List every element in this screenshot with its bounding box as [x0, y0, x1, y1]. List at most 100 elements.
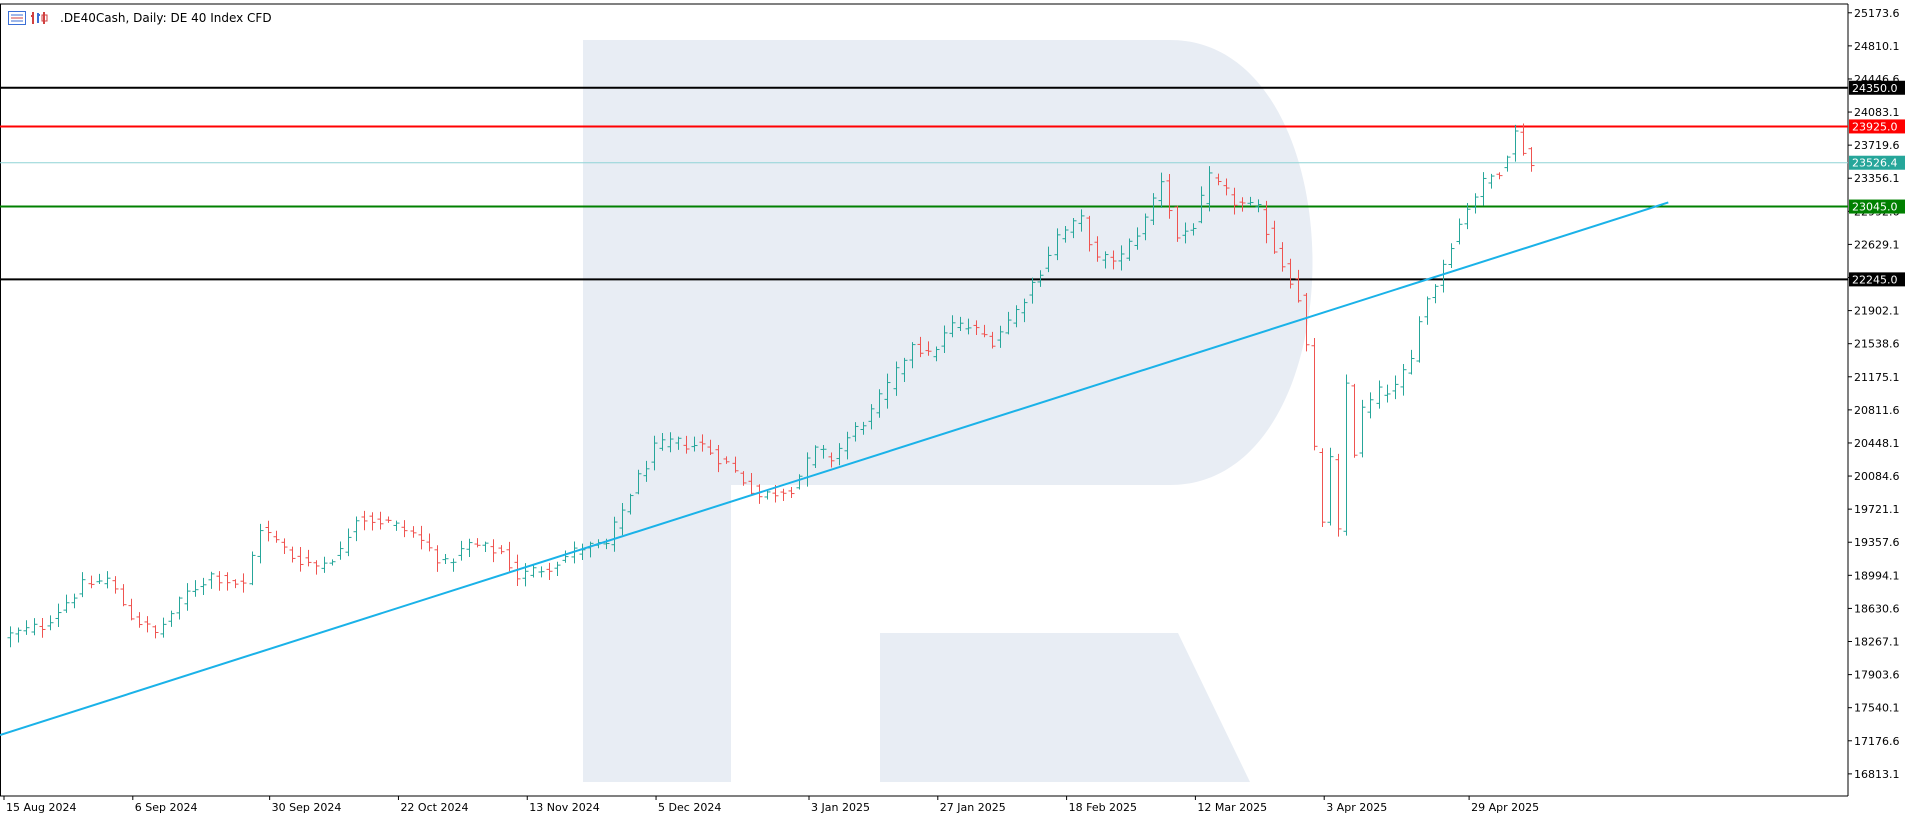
ohlc-bar: [715, 444, 722, 473]
ohlc-bar: [1166, 173, 1173, 219]
ohlc-bar: [1255, 199, 1262, 213]
x-axis: 15 Aug 2024 6 Sep 2024 30 Sep 2024 22 Oct 2…: [3, 796, 1539, 814]
trendline[interactable]: [0, 201, 1669, 736]
ohlc-bar: [96, 573, 103, 584]
ohlc-bar: [635, 469, 642, 495]
ohlc-bar: [1520, 123, 1527, 156]
ohlc-bar: [281, 538, 288, 555]
svg-text:23925.0: 23925.0: [1852, 120, 1898, 133]
y-tick-label: 18267.1: [1854, 636, 1900, 649]
ohlc-bar: [836, 443, 843, 466]
ohlc-bar: [71, 593, 78, 609]
ohlc-bar: [1037, 270, 1044, 287]
ohlc-bar: [506, 541, 513, 572]
ohlc-bar: [989, 331, 996, 349]
ohlc-bar: [208, 571, 215, 589]
ohlc-bar: [756, 484, 763, 504]
ohlc-bar: [1021, 298, 1028, 323]
ohlc-bar: [1271, 220, 1278, 254]
ohlc-bar: [1118, 245, 1125, 271]
ohlc-bar: [63, 594, 70, 613]
ohlc-bar: [1351, 383, 1358, 458]
ohlc-bar: [498, 545, 505, 555]
ohlc-bar: [224, 572, 231, 591]
symbol-list-icon[interactable]: [8, 11, 26, 25]
svg-text:22245.0: 22245.0: [1852, 273, 1898, 286]
ohlc-bar: [393, 520, 400, 531]
ohlc-bar: [643, 460, 650, 482]
ohlc-bar: [297, 547, 304, 572]
ohlc-bar: [651, 435, 658, 471]
ohlc-bar: [168, 610, 175, 627]
ohlc-bar: [562, 550, 569, 563]
ohlc-bar: [160, 617, 167, 638]
ohlc-bar: [1287, 258, 1294, 289]
ohlc-bar: [844, 431, 851, 460]
ohlc-bar: [667, 432, 674, 453]
y-tick-label: 22629.1: [1854, 238, 1900, 251]
ohlc-bar: [949, 315, 956, 338]
ohlc-bar: [104, 571, 111, 589]
ohlc-bar: [385, 516, 392, 523]
ohlc-bar: [1432, 284, 1439, 304]
y-tick-label: 20448.1: [1854, 437, 1900, 450]
ohlc-bar: [973, 320, 980, 336]
ohlc-bar: [868, 404, 875, 430]
ohlc-bar: [732, 456, 739, 473]
ohlc-bar: [273, 530, 280, 543]
ohlc-bar: [627, 493, 634, 515]
ohlc-bar: [1239, 197, 1246, 212]
ohlc-bar: [1335, 453, 1342, 537]
ohlc-bar: [450, 558, 457, 572]
bar-chart-icon[interactable]: [30, 11, 50, 25]
ohlc-bar: [1440, 259, 1447, 293]
ohlc-bar: [1150, 193, 1157, 225]
x-tick-label: 6 Sep 2024: [135, 801, 198, 814]
ohlc-bar: [740, 471, 747, 486]
ohlc-bar: [426, 533, 433, 552]
ohlc-bar: [434, 545, 441, 572]
ohlc-bar: [1416, 316, 1423, 363]
ohlc-bar: [79, 572, 86, 598]
ohlc-bar: [1206, 166, 1213, 212]
ohlc-bar: [401, 520, 408, 538]
ohlc-bar: [1528, 147, 1535, 172]
y-tick-label: 23719.6: [1854, 139, 1900, 152]
ohlc-bar: [249, 551, 256, 586]
ohlc-bar: [546, 562, 553, 581]
svg-text:23045.0: 23045.0: [1852, 201, 1898, 214]
ohlc-bar: [1029, 277, 1036, 304]
ohlc-bar: [901, 357, 908, 383]
x-tick-label: 15 Aug 2024: [6, 801, 76, 814]
level-labels: 24350.0 23925.0 23526.4 23045.0 22245.0: [1849, 80, 1905, 287]
ohlc-bar: [1223, 178, 1230, 196]
chart-title-bar: .DE40Cash, Daily: DE 40 Index CFD: [8, 9, 272, 27]
ohlc-bar: [1480, 172, 1487, 206]
ohlc-bar: [1424, 296, 1431, 325]
svg-text:23526.4: 23526.4: [1852, 157, 1898, 170]
ohlc-bar: [876, 389, 883, 418]
ohlc-bar: [884, 373, 891, 409]
ohlc-bar: [1062, 226, 1069, 243]
price-tag-2: 23526.4: [1849, 155, 1905, 170]
ohlc-bar: [353, 516, 360, 542]
x-tick-label: 3 Jan 2025: [811, 801, 870, 814]
ohlc-bar: [965, 318, 972, 335]
ohlc-bar: [933, 346, 940, 362]
ohlc-bar: [619, 502, 626, 536]
ohlc-bar: [1279, 242, 1286, 272]
ohlc-bar: [15, 627, 22, 643]
y-tick-label: 23356.1: [1854, 172, 1900, 185]
ohlc-bar: [1311, 337, 1318, 451]
ohlc-bar: [152, 625, 159, 639]
ohlc-bar: [917, 336, 924, 358]
price-tag-3: 23045.0: [1849, 199, 1905, 214]
y-tick-label: 19357.6: [1854, 536, 1900, 549]
ohlc-bar: [1319, 448, 1326, 528]
ohlc-bar: [1367, 392, 1374, 419]
ohlc-bar: [957, 316, 964, 332]
ohlc-bar: [144, 616, 151, 633]
y-tick-label: 21175.1: [1854, 371, 1900, 384]
ohlc-bar: [1005, 311, 1012, 335]
ohlc-bar: [1456, 218, 1463, 245]
